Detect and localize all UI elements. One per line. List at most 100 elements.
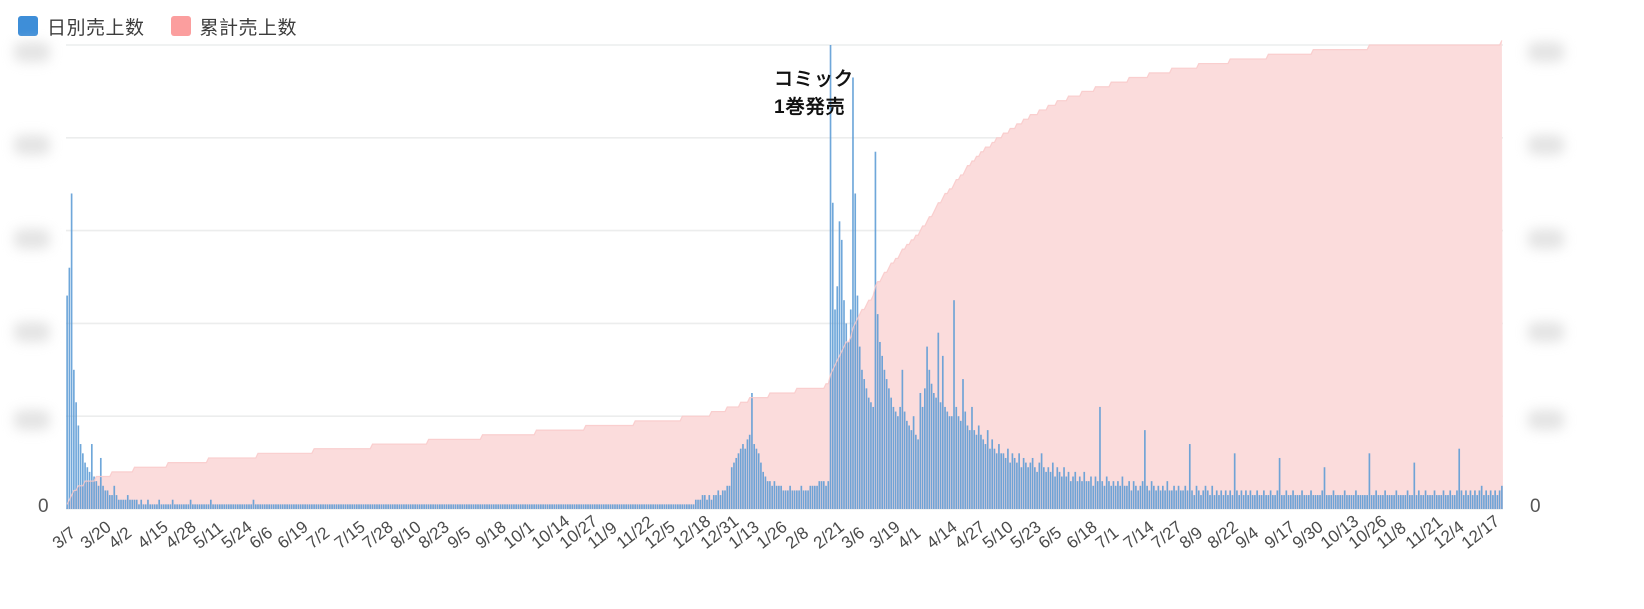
bar: [153, 504, 156, 509]
bar: [620, 504, 623, 509]
chart-legend: 日別売上数 累計売上数: [18, 8, 297, 44]
legend-item-cumulative[interactable]: 累計売上数: [170, 13, 298, 40]
bar: [962, 379, 964, 509]
bar: [138, 504, 140, 509]
bar: [79, 444, 82, 509]
bar: [995, 453, 998, 509]
bar: [266, 504, 268, 509]
release-annotation: コミック 1巻発売: [774, 66, 854, 121]
bar: [553, 504, 556, 509]
bar: [1016, 462, 1018, 509]
bar: [275, 504, 277, 509]
bar: [863, 379, 866, 509]
x-axis-tick-label: 12/17: [1457, 511, 1503, 553]
bar: [798, 490, 800, 509]
bar: [396, 504, 399, 509]
bar: [751, 393, 753, 509]
bar: [1043, 467, 1045, 509]
bar: [1211, 485, 1214, 509]
bar: [194, 504, 196, 509]
bar: [780, 485, 782, 509]
bar: [602, 504, 605, 509]
bar: [1011, 453, 1014, 509]
bar: [1321, 490, 1324, 509]
legend-item-daily[interactable]: 日別売上数: [18, 13, 145, 40]
bar: [510, 504, 513, 509]
bar: [926, 346, 928, 509]
bar: [443, 504, 446, 509]
bar: [589, 504, 592, 509]
bar: [598, 504, 601, 509]
bar: [524, 504, 526, 509]
bar: [472, 504, 475, 509]
bar: [1480, 485, 1483, 509]
bar: [1382, 495, 1384, 509]
bar: [1123, 485, 1126, 509]
bar: [477, 504, 479, 509]
bar: [1330, 495, 1333, 509]
bar: [115, 495, 118, 509]
bar: [813, 485, 816, 509]
bar: [1501, 485, 1503, 509]
bar: [897, 416, 899, 509]
bar: [281, 504, 284, 509]
bar: [852, 77, 854, 510]
bar: [638, 504, 641, 509]
bar: [436, 504, 439, 509]
bar: [775, 485, 778, 509]
bar: [311, 504, 313, 509]
bar: [605, 504, 607, 509]
bar: [1272, 495, 1274, 509]
bar: [1417, 490, 1420, 509]
bar: [1451, 495, 1454, 509]
bar: [212, 504, 214, 509]
bar: [394, 504, 396, 509]
bar: [587, 504, 589, 509]
bar: [578, 504, 580, 509]
bar: [888, 388, 890, 509]
bar: [575, 504, 578, 509]
bar: [284, 504, 286, 509]
bar: [742, 444, 744, 509]
bar: [82, 453, 84, 509]
bar: [1449, 490, 1452, 509]
bar: [1188, 444, 1191, 509]
y-axis-left-tick-redacted: [14, 229, 50, 249]
bar: [1096, 481, 1099, 509]
bar: [400, 504, 403, 509]
bar: [932, 393, 935, 509]
bar: [351, 504, 354, 509]
bar: [1130, 490, 1133, 509]
bar: [1197, 490, 1200, 509]
bar: [591, 504, 594, 509]
bar: [1060, 476, 1063, 509]
bar: [957, 416, 960, 509]
bar: [805, 490, 807, 509]
bar: [1072, 476, 1074, 509]
bar: [389, 504, 392, 509]
bar: [939, 402, 942, 509]
bar: [1352, 495, 1355, 509]
bar: [672, 504, 675, 509]
bar: [131, 499, 134, 509]
bar: [1298, 495, 1301, 509]
y-axis-left-tick-redacted: [14, 135, 50, 155]
bar: [209, 499, 212, 509]
bar: [196, 504, 199, 509]
bar: [919, 393, 922, 509]
bar: [634, 504, 637, 509]
bar: [1467, 495, 1470, 509]
bar: [980, 434, 982, 509]
bar: [459, 504, 461, 509]
bar: [1471, 495, 1474, 509]
bar: [703, 495, 706, 509]
bar: [367, 504, 369, 509]
bar: [486, 504, 488, 509]
bar: [1263, 490, 1265, 509]
bar: [650, 504, 652, 509]
bar: [1489, 490, 1492, 509]
bar: [1179, 490, 1182, 509]
bar: [526, 504, 529, 509]
bar: [1200, 495, 1202, 509]
